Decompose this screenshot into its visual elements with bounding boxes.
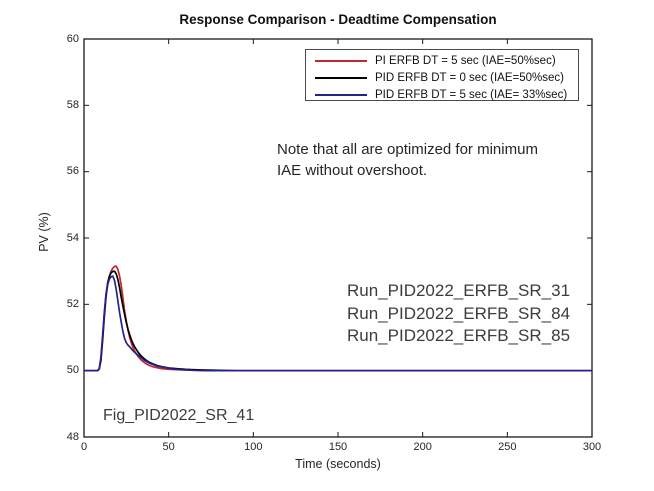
legend-line-sample-blue bbox=[315, 93, 367, 96]
x-tick-label: 200 bbox=[413, 441, 432, 453]
x-tick-label: 100 bbox=[244, 441, 263, 453]
y-tick-label: 54 bbox=[66, 231, 79, 244]
y-tick-label: 60 bbox=[66, 32, 79, 45]
x-tick-label: 150 bbox=[328, 441, 348, 453]
series-line-2 bbox=[84, 275, 592, 372]
legend: PI ERFB DT = 5 sec (IAE=50%sec) PID ERFB… bbox=[305, 49, 579, 101]
run-id-line: Run_PID2022_ERFB_SR_84 bbox=[347, 303, 571, 323]
legend-line-sample-black bbox=[315, 76, 367, 79]
note-line: Note that all are optimized for minimum bbox=[277, 141, 538, 158]
legend-label: PID ERFB DT = 5 sec (IAE= 33%sec) bbox=[375, 88, 568, 101]
run-id-line: Run_PID2022_ERFB_SR_85 bbox=[347, 326, 571, 345]
run-id-line: Run_PID2022_ERFB_SR_31 bbox=[347, 281, 571, 300]
x-tick-label: 250 bbox=[498, 441, 517, 453]
note-annotation: Note that all are optimized for minimum … bbox=[277, 139, 538, 181]
chart-title: Response Comparison - Deadtime Compensat… bbox=[179, 12, 497, 27]
y-tick-label: 50 bbox=[66, 364, 79, 377]
run-id-annotation: Run_PID2022_ERFB_SR_31 Run_PID2022_ERFB_… bbox=[347, 280, 570, 348]
y-tick-label: 48 bbox=[66, 430, 79, 443]
legend-entry: PID ERFB DT = 0 sec (IAE=50%sec) bbox=[306, 69, 578, 86]
fig-id-annotation: Fig_PID2022_SR_41 bbox=[103, 407, 255, 424]
legend-label: PI ERFB DT = 5 sec (IAE=50%sec) bbox=[375, 54, 556, 67]
legend-label: PID ERFB DT = 0 sec (IAE=50%sec) bbox=[375, 71, 564, 84]
legend-entry: PI ERFB DT = 5 sec (IAE=50%sec) bbox=[306, 52, 578, 69]
legend-line-sample-red bbox=[315, 59, 367, 62]
x-tick-label: 0 bbox=[80, 441, 88, 453]
note-line: IAE without overshoot. bbox=[277, 162, 428, 179]
y-tick-label: 52 bbox=[66, 297, 79, 310]
y-tick-label: 56 bbox=[66, 165, 79, 178]
y-tick-label: 58 bbox=[66, 98, 79, 111]
x-tick-label: 300 bbox=[582, 441, 602, 453]
x-axis-label: Time (seconds) bbox=[295, 457, 381, 471]
x-tick-label: 50 bbox=[162, 441, 175, 453]
legend-entry: PID ERFB DT = 5 sec (IAE= 33%sec) bbox=[306, 86, 578, 103]
